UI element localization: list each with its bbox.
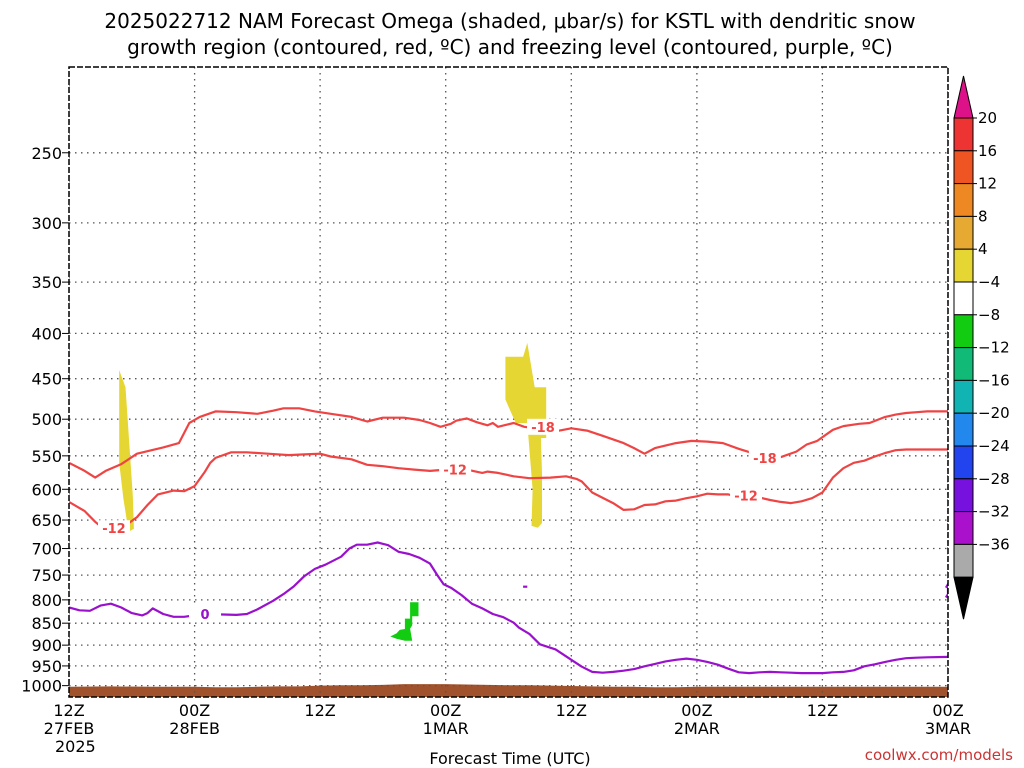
contour-label: -18	[753, 452, 777, 467]
terrain-fill	[69, 684, 948, 697]
contour-label-bg	[730, 487, 763, 504]
credit-text: coolwx.com/models	[865, 746, 1013, 764]
colorbar-segment	[953, 379, 974, 414]
x-tick-label: 12Z	[807, 701, 838, 720]
x-tick-label: 27FEB	[44, 719, 95, 738]
colorbar-segment	[953, 117, 974, 152]
omega-shaded-region	[505, 342, 547, 528]
contour-label-bg	[527, 418, 560, 435]
contour-label: -12	[102, 522, 126, 537]
omega-shaded-region	[119, 370, 134, 532]
contour-label-bg	[189, 606, 222, 623]
colorbar-label: −32	[978, 503, 1010, 521]
colorbar-segment	[953, 543, 974, 578]
y-tick-label: 950	[31, 657, 62, 676]
colorbar-label: −12	[978, 339, 1010, 357]
chart-title-line-2: growth region (contoured, red, ºC) and f…	[127, 35, 893, 59]
contour-label: -12	[443, 464, 467, 479]
colorbar-label: 20	[978, 109, 997, 127]
contour-label: -18	[531, 421, 555, 436]
colorbar-label: −16	[978, 371, 1010, 389]
colorbar-label: 16	[978, 142, 997, 160]
x-tick-label: 28FEB	[169, 719, 220, 738]
colorbar-label: −4	[978, 273, 1000, 291]
colorbar: 20 16 12 8 4 −4 −8 −12 −16 −20 −24 −28 −32 −36	[953, 75, 1010, 620]
colorbar-segment	[953, 478, 974, 513]
colorbar-segment	[953, 281, 974, 316]
colorbar-top-arrow	[953, 75, 974, 119]
colorbar-segment	[953, 347, 974, 381]
colorbar-segment	[953, 183, 974, 217]
colorbar-segment	[953, 314, 974, 349]
chart-title-line-1: 2025022712 NAM Forecast Omega (shaded, μ…	[104, 9, 915, 33]
x-tick-label: 12Z	[53, 701, 84, 720]
contour-label-bg	[748, 449, 781, 466]
colorbar-label: 8	[978, 207, 988, 225]
plot-frame	[68, 66, 949, 698]
colorbar-segment	[953, 150, 974, 185]
y-tick-label: 250	[31, 144, 62, 163]
colorbar-label: 4	[978, 240, 988, 258]
x-tick-label: 3MAR	[925, 719, 971, 738]
colorbar-label: −28	[978, 470, 1010, 488]
colorbar-label: −24	[978, 437, 1010, 455]
x-tick-label: 2025	[55, 737, 96, 756]
y-tick-label: 800	[31, 591, 62, 610]
colorbar-segment	[953, 215, 974, 250]
x-tick-label: 12Z	[304, 701, 335, 720]
contour-line-minus12	[69, 448, 948, 532]
y-tick-label: 700	[31, 540, 62, 559]
y-tick-label: 450	[31, 370, 62, 389]
x-tick-label: 1MAR	[423, 719, 469, 738]
colorbar-label: 12	[978, 175, 997, 193]
colorbar-segment	[953, 248, 974, 283]
colorbar-segment	[953, 445, 974, 480]
y-tick-label: 850	[31, 614, 62, 633]
y-tick-label: 1000	[21, 677, 62, 696]
y-tick-label: 750	[31, 566, 62, 585]
x-tick-label: 00Z	[932, 701, 963, 720]
colorbar-label: −36	[978, 535, 1010, 553]
y-tick-label: 900	[31, 636, 62, 655]
contour-label: -12	[734, 490, 758, 505]
colorbar-label: −8	[978, 306, 1000, 324]
y-tick-label: 550	[31, 447, 62, 466]
colorbar-label: −20	[978, 404, 1010, 422]
contour-label-bg	[439, 461, 472, 478]
colorbar-segment	[953, 412, 974, 447]
y-tick-label: 350	[31, 273, 62, 292]
x-tick-label: 2MAR	[674, 719, 720, 738]
x-axis-label: Forecast Time (UTC)	[429, 749, 590, 768]
y-tick-label: 400	[31, 324, 62, 343]
y-tick-label: 500	[31, 410, 62, 429]
contour-line-0	[944, 583, 948, 599]
colorbar-bottom-arrow	[953, 576, 974, 620]
x-tick-label: 12Z	[556, 701, 587, 720]
y-axis: 250 300 350 400 450 500 550 600 650 700 750 800 850 9…	[21, 144, 69, 696]
x-tick-label: 00Z	[430, 701, 461, 720]
y-tick-label: 650	[31, 511, 62, 530]
plot-area: -18 -18 -12 -12 -12 0	[68, 66, 949, 698]
x-tick-label: 00Z	[179, 701, 210, 720]
contour-label: 0	[201, 608, 210, 623]
contour-label-bg	[97, 520, 130, 537]
y-tick-label: 600	[31, 480, 62, 499]
plot-content: -18 -18 -12 -12 -12 0	[69, 67, 948, 697]
omega-shaded-region	[390, 602, 419, 641]
contour-line-minus18	[69, 407, 948, 479]
colorbar-segment	[953, 511, 974, 545]
y-tick-label: 300	[31, 214, 62, 233]
x-tick-label: 00Z	[681, 701, 712, 720]
